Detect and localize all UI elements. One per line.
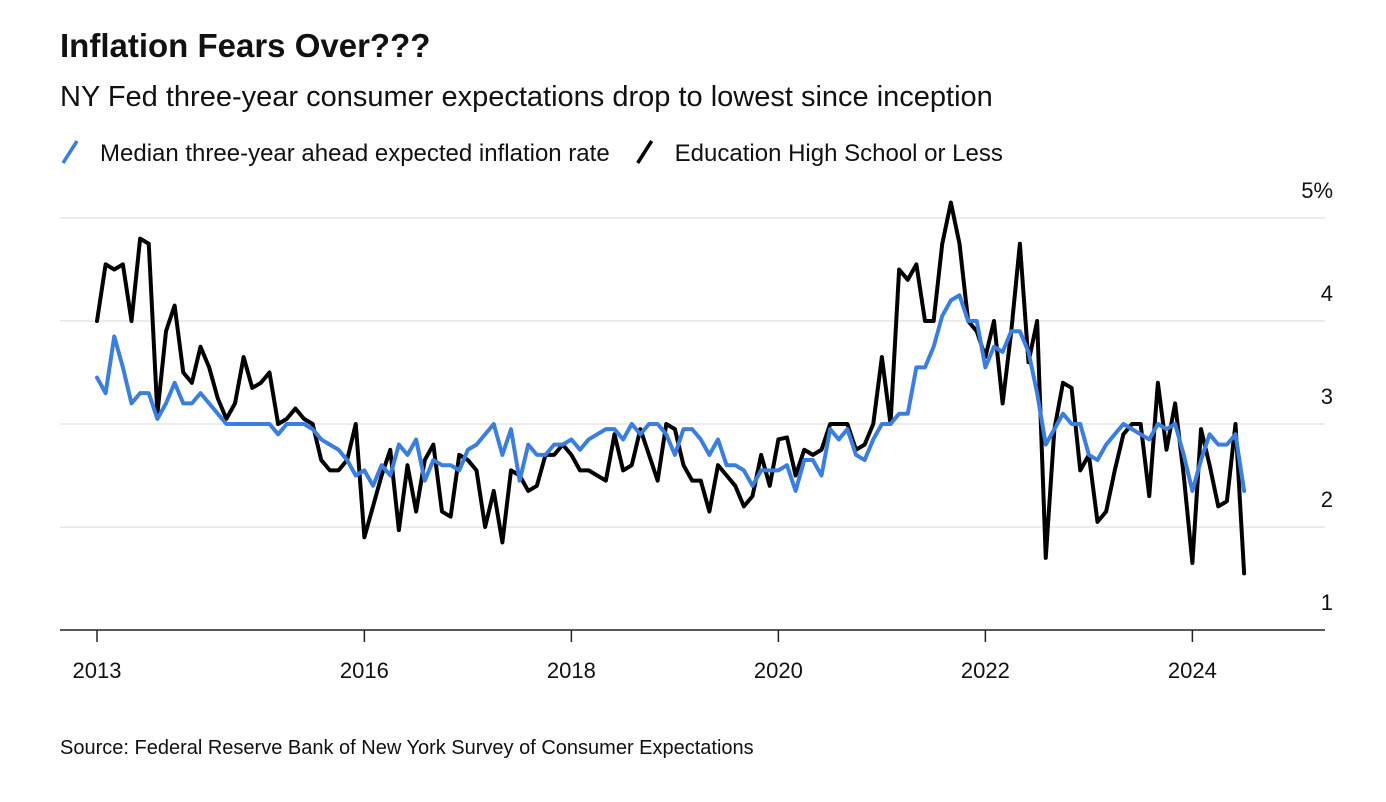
chart-subtitle: NY Fed three-year consumer expectations … [60,81,993,113]
x-tick-label: 2024 [1168,658,1217,683]
y-tick-label: 4 [1321,281,1333,306]
legend-label: Education High School or Less [675,140,1003,167]
legend-label: Median three-year ahead expected inflati… [100,140,610,167]
y-tick-label: 5% [1301,178,1333,203]
x-tick-label: 2018 [547,658,596,683]
legend-swatch [61,140,79,164]
x-tick-label: 2013 [73,658,122,683]
series-line [95,200,1247,576]
x-tick-label: 2022 [961,658,1010,683]
series-line [95,293,1247,493]
chart-title: Inflation Fears Over??? [60,27,430,64]
y-tick-label: 2 [1321,487,1333,512]
y-tick-label: 1 [1321,590,1333,615]
x-tick-label: 2016 [340,658,389,683]
x-tick-label: 2020 [754,658,803,683]
y-tick-label: 3 [1321,384,1333,409]
source-note: Source: Federal Reserve Bank of New York… [60,737,754,759]
legend-swatch [636,140,654,164]
